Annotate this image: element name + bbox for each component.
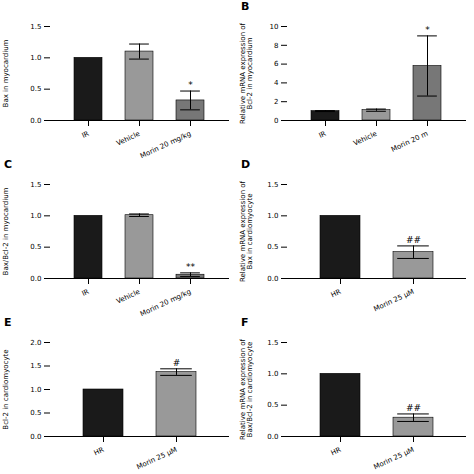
svg-text:0.0: 0.0 (267, 433, 278, 441)
svg-text:1.5: 1.5 (30, 23, 41, 31)
svg-text:HR: HR (93, 446, 106, 458)
svg-text:IR: IR (81, 130, 91, 140)
svg-text:HR: HR (330, 288, 343, 300)
svg-text:1.5: 1.5 (267, 339, 278, 347)
svg-text:0.5: 0.5 (30, 409, 41, 417)
html-text:D: D (241, 158, 251, 171)
svg-text:0.5: 0.5 (267, 243, 278, 251)
svg-text:0.5: 0.5 (30, 85, 41, 93)
svg-text:1.5: 1.5 (30, 362, 41, 370)
svg-text:1.0: 1.0 (267, 370, 278, 378)
svg-text:*: * (188, 80, 193, 90)
svg-text:0.0: 0.0 (30, 117, 41, 125)
svg-text:Relative mRNA expression ofBax: Relative mRNA expression ofBax in cardio… (239, 180, 254, 282)
svg-text:HR: HR (330, 446, 343, 458)
svg-text:0.5: 0.5 (267, 401, 278, 409)
svg-text:1.5: 1.5 (30, 181, 41, 189)
svg-text:0.0: 0.0 (30, 275, 41, 283)
svg-text:Relative mRNA expression ofBcl: Relative mRNA expression ofBcl-2 in myoc… (239, 22, 254, 124)
svg-text:6: 6 (274, 60, 279, 68)
svg-text:*: * (425, 25, 430, 35)
svg-text:Bax in myocardium: Bax in myocardium (2, 39, 10, 107)
html-text:F: F (241, 316, 249, 329)
svg-text:Bax/Bcl-2 in myocardium: Bax/Bcl-2 in myocardium (2, 187, 10, 275)
svg-text:Morin 25 μM: Morin 25 μM (373, 288, 416, 314)
svg-text:Morin 20 mg/kg: Morin 20 mg/kg (139, 130, 192, 158)
svg-text:**: ** (186, 262, 196, 272)
html-text:B: B (241, 0, 250, 13)
svg-text:Morin 20 m: Morin 20 m (390, 130, 430, 154)
html-text:C: C (4, 158, 13, 171)
svg-text:Vehicle: Vehicle (115, 130, 141, 148)
svg-text:Relative mRNA expression ofBax: Relative mRNA expression ofBax/Bcl-2 in … (239, 338, 254, 440)
svg-text:1.0: 1.0 (267, 212, 278, 220)
svg-text:0.0: 0.0 (30, 433, 41, 441)
svg-text:IR: IR (81, 288, 91, 298)
svg-text:Vehicle: Vehicle (352, 130, 378, 148)
svg-text:10: 10 (270, 23, 279, 31)
svg-text:1.0: 1.0 (30, 386, 41, 394)
svg-text:1.5: 1.5 (267, 181, 278, 189)
svg-text:4: 4 (274, 79, 279, 87)
svg-text:2.0: 2.0 (30, 339, 41, 347)
svg-text:##: ## (406, 403, 421, 413)
svg-text:Morin 20 mg/kg: Morin 20 mg/kg (139, 288, 192, 316)
svg-text:Morin 25 μM: Morin 25 μM (136, 446, 179, 472)
svg-text:2: 2 (274, 98, 278, 106)
svg-text:Morin 25 μM: Morin 25 μM (373, 446, 416, 472)
svg-text:0: 0 (274, 117, 278, 125)
svg-text:0.5: 0.5 (30, 243, 41, 251)
svg-text:#: # (173, 358, 181, 368)
svg-text:##: ## (406, 235, 421, 245)
svg-text:1.0: 1.0 (30, 54, 41, 62)
svg-text:Bcl-2 in cardiomyocyte: Bcl-2 in cardiomyocyte (2, 349, 10, 429)
html-text:E: E (4, 316, 12, 329)
svg-text:1.0: 1.0 (30, 212, 41, 220)
svg-text:Vehicle: Vehicle (115, 288, 141, 306)
svg-text:8: 8 (274, 42, 278, 50)
svg-text:IR: IR (318, 130, 328, 140)
svg-text:0.0: 0.0 (267, 275, 278, 283)
